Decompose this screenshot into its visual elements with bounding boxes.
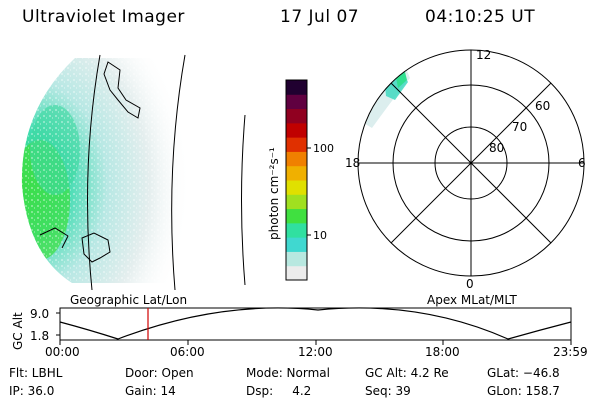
ip-info: IP: 36.0 bbox=[9, 384, 55, 398]
colorbar-cell bbox=[286, 222, 307, 238]
colorbar-cell bbox=[286, 80, 307, 95]
earth-image bbox=[21, 54, 246, 291]
colorbar-cell bbox=[286, 237, 307, 252]
coastline bbox=[103, 61, 141, 119]
lat-label-60: 60 bbox=[535, 99, 550, 113]
mlt-label-18: 18 bbox=[345, 156, 360, 170]
gc-alt-info: GC Alt: 4.2 Re bbox=[365, 366, 449, 380]
colorbar-cell bbox=[286, 208, 307, 224]
meridian-line bbox=[171, 54, 186, 291]
colorbar-tick-100: 100 bbox=[313, 142, 334, 155]
time-tick-0600: 06:00 bbox=[170, 345, 205, 359]
flight-info: Flt: LBHL bbox=[9, 366, 63, 380]
mlt-label-12: 12 bbox=[476, 48, 491, 62]
door-info: Door: Open bbox=[125, 366, 194, 380]
colorbar-cell bbox=[286, 122, 307, 138]
mlt-label-6: 6 bbox=[578, 156, 586, 170]
colorbar-cell bbox=[286, 194, 307, 210]
altitude-ytick-min: 1.8 bbox=[30, 329, 49, 343]
time-tick-1800: 18:00 bbox=[425, 345, 460, 359]
colorbar-cell bbox=[286, 165, 307, 181]
lat-label-70: 70 bbox=[512, 120, 527, 134]
coastline bbox=[81, 232, 111, 263]
time-tick-2359: 23:59 bbox=[553, 345, 588, 359]
seq-info: Seq: 39 bbox=[365, 384, 411, 398]
mode-info: Mode: Normal bbox=[246, 366, 330, 380]
date-label: 17 Jul 07 bbox=[280, 7, 360, 27]
geographic-label: Geographic Lat/Lon bbox=[70, 293, 187, 307]
altitude-curve bbox=[59, 307, 572, 340]
colorbar-cell bbox=[286, 108, 307, 124]
colorbar-unit-label: photon cm⁻²s⁻¹ bbox=[267, 147, 281, 240]
colorbar-cell bbox=[286, 137, 307, 152]
gain-info: Gain: 14 bbox=[125, 384, 176, 398]
colorbar-cell bbox=[286, 265, 307, 281]
altitude-plot: GC Alt 9.0 1.8 00:00 06:00 12:00 18:00 2… bbox=[11, 307, 588, 359]
polar-plot: 12 18 6 0 60 70 80 bbox=[345, 48, 586, 291]
altitude-ytick-max: 9.0 bbox=[30, 307, 49, 321]
time-tick-0000: 00:00 bbox=[45, 345, 80, 359]
app-title: Ultraviolet Imager bbox=[22, 7, 185, 27]
colorbar-cell bbox=[286, 251, 307, 267]
colorbar-cell bbox=[286, 151, 307, 167]
apex-label: Apex MLat/MLT bbox=[427, 293, 517, 307]
time-label: 04:10:25 UT bbox=[425, 7, 536, 27]
time-tick-1200: 12:00 bbox=[298, 345, 333, 359]
lat-label-80: 80 bbox=[489, 141, 504, 155]
dsp-info: Dsp: 4.2 bbox=[246, 384, 312, 398]
altitude-ylabel: GC Alt bbox=[11, 312, 25, 350]
mlt-label-0: 0 bbox=[466, 277, 474, 291]
glat-info: GLat: −46.8 bbox=[487, 366, 560, 380]
coastline bbox=[39, 227, 69, 249]
colorbar-cell bbox=[286, 94, 307, 110]
colorbar: 100 10 photon cm⁻²s⁻¹ bbox=[267, 79, 334, 281]
meridian-line bbox=[241, 114, 246, 286]
colorbar-cell bbox=[286, 180, 307, 195]
glon-info: GLon: 158.7 bbox=[487, 384, 560, 398]
colorbar-tick-10: 10 bbox=[313, 229, 327, 242]
